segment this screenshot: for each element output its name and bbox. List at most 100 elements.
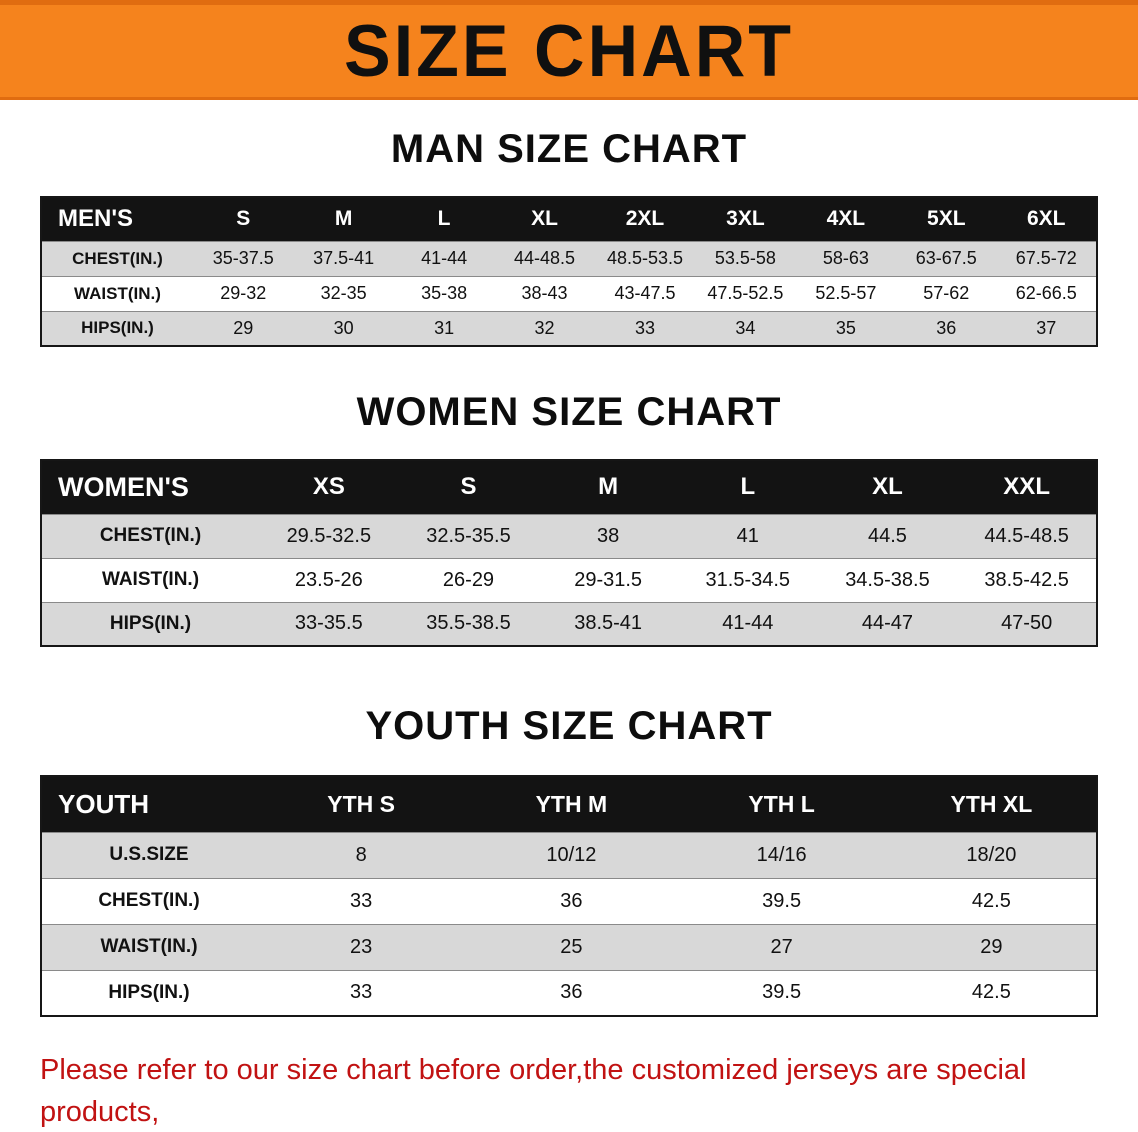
- size-value-cell: 23: [256, 923, 467, 970]
- size-value-cell: 29: [886, 923, 1097, 970]
- measurement-label: WAIST(IN.): [41, 557, 259, 602]
- size-column-header: L: [677, 460, 818, 514]
- measurement-label: CHEST(IN.): [41, 877, 256, 924]
- size-column-header: M: [293, 197, 394, 241]
- size-value-cell: 47.5-52.5: [695, 275, 796, 311]
- size-value-cell: 26-29: [398, 557, 539, 602]
- size-value-cell: 34.5-38.5: [817, 557, 958, 602]
- page-title: SIZE CHART: [344, 10, 794, 92]
- size-value-cell: 18/20: [886, 831, 1097, 878]
- size-value-cell: 42.5: [886, 969, 1097, 1016]
- size-column-header: XS: [259, 460, 399, 514]
- table-title-cell: YOUTH: [41, 776, 256, 832]
- size-value-cell: 39.5: [676, 969, 887, 1016]
- size-value-cell: 8: [256, 831, 467, 878]
- measurement-label: CHEST(IN.): [41, 513, 259, 558]
- measurement-label: U.S.SIZE: [41, 831, 256, 878]
- size-column-header: YTH XL: [886, 776, 1097, 832]
- size-column-header: YTH M: [466, 776, 677, 832]
- table-header-row: YOUTH YTH S YTH M YTH L YTH XL: [41, 776, 1097, 832]
- table-row: CHEST(IN.) 33 36 39.5 42.5: [41, 877, 1097, 924]
- size-column-header: XL: [817, 460, 958, 514]
- size-value-cell: 29.5-32.5: [259, 513, 399, 558]
- size-value-cell: 41: [677, 513, 818, 558]
- table-row: WAIST(IN.) 23 25 27 29: [41, 923, 1097, 970]
- size-value-cell: 41-44: [393, 240, 495, 276]
- size-value-cell: 33-35.5: [259, 601, 399, 646]
- size-value-cell: 53.5-58: [695, 240, 796, 276]
- size-value-cell: 34: [695, 310, 796, 346]
- table-row: WAIST(IN.) 29-32 32-35 35-38 38-43 43-47.5 47.…: [41, 275, 1097, 311]
- size-value-cell: 47-50: [957, 601, 1097, 646]
- size-value-cell: 25: [466, 923, 677, 970]
- measurement-label: CHEST(IN.): [41, 240, 193, 276]
- table-header-row: MEN'S S M L XL 2XL 3XL 4XL 5XL 6XL: [41, 197, 1097, 241]
- man-size-chart-heading: MAN SIZE CHART: [390, 127, 748, 171]
- size-value-cell: 67.5-72: [996, 240, 1097, 276]
- size-value-cell: 63-67.5: [896, 240, 997, 276]
- women-size-table: WOMEN'S XS S M L XL XXL CHEST(IN.) 29.5-32.5 32.5…: [40, 459, 1098, 647]
- size-value-cell: 31.5-34.5: [677, 557, 818, 602]
- measurement-label: HIPS(IN.): [41, 310, 193, 346]
- size-column-header: XXL: [957, 460, 1097, 514]
- size-value-cell: 57-62: [896, 275, 997, 311]
- man-size-chart-section: MAN SIZE CHART MEN'S S M L XL 2XL 3XL 4XL 5XL 6XL…: [0, 126, 1138, 347]
- size-value-cell: 43-47.5: [594, 275, 696, 311]
- size-value-cell: 41-44: [677, 601, 818, 646]
- table-row: U.S.SIZE 8 10/12 14/16 18/20: [41, 831, 1097, 878]
- size-value-cell: 31: [393, 310, 495, 346]
- youth-size-chart-section: YOUTH SIZE CHART YOUTH YTH S YTH M YTH L YTH…: [0, 703, 1138, 1017]
- size-value-cell: 33: [256, 969, 467, 1016]
- table-header-row: WOMEN'S XS S M L XL XXL: [41, 460, 1097, 514]
- size-value-cell: 44.5: [817, 513, 958, 558]
- size-value-cell: 44.5-48.5: [957, 513, 1097, 558]
- size-value-cell: 36: [466, 877, 677, 924]
- measurement-label: WAIST(IN.): [41, 923, 256, 970]
- measurement-label: HIPS(IN.): [41, 601, 259, 646]
- table-row: HIPS(IN.) 33-35.5 35.5-38.5 38.5-41 41-44 44-…: [41, 601, 1097, 646]
- table-title-cell: WOMEN'S: [41, 460, 259, 514]
- size-column-header: YTH S: [256, 776, 467, 832]
- women-size-chart-heading: WOMEN SIZE CHART: [356, 390, 782, 434]
- size-value-cell: 37.5-41: [293, 240, 394, 276]
- size-value-cell: 29-32: [193, 275, 294, 311]
- size-column-header: S: [193, 197, 294, 241]
- size-column-header: YTH L: [676, 776, 887, 832]
- measurement-label: HIPS(IN.): [41, 969, 256, 1016]
- size-value-cell: 44-48.5: [494, 240, 595, 276]
- size-value-cell: 32: [494, 310, 595, 346]
- size-column-header: XL: [494, 197, 595, 241]
- size-chart-banner: SIZE CHART: [0, 0, 1138, 100]
- size-value-cell: 23.5-26: [259, 557, 399, 602]
- size-column-header: 6XL: [996, 197, 1097, 241]
- table-row: CHEST(IN.) 29.5-32.5 32.5-35.5 38 41 44.5 44.5…: [41, 513, 1097, 558]
- size-value-cell: 35-37.5: [193, 240, 294, 276]
- size-value-cell: 38: [538, 513, 678, 558]
- table-row: HIPS(IN.) 33 36 39.5 42.5: [41, 969, 1097, 1016]
- size-value-cell: 33: [256, 877, 467, 924]
- size-value-cell: 29-31.5: [538, 557, 678, 602]
- size-value-cell: 58-63: [795, 240, 897, 276]
- size-value-cell: 38.5-42.5: [957, 557, 1097, 602]
- size-value-cell: 38-43: [494, 275, 595, 311]
- size-value-cell: 62-66.5: [996, 275, 1097, 311]
- size-column-header: 2XL: [594, 197, 696, 241]
- size-value-cell: 37: [996, 310, 1097, 346]
- size-column-header: 4XL: [795, 197, 897, 241]
- size-value-cell: 44-47: [817, 601, 958, 646]
- size-value-cell: 33: [594, 310, 696, 346]
- size-column-header: L: [393, 197, 495, 241]
- youth-size-table: YOUTH YTH S YTH M YTH L YTH XL U.S.SIZE 8 10/12…: [40, 775, 1098, 1017]
- size-column-header: 5XL: [896, 197, 997, 241]
- man-size-table: MEN'S S M L XL 2XL 3XL 4XL 5XL 6XL CHEST(IN.) 35-37…: [40, 196, 1098, 347]
- size-value-cell: 35-38: [393, 275, 495, 311]
- size-value-cell: 27: [676, 923, 887, 970]
- disclaimer-line-1: Please refer to our size chart before or…: [40, 1054, 1027, 1129]
- disclaimer-text: Please refer to our size chart before or…: [40, 1049, 1102, 1132]
- table-row: CHEST(IN.) 35-37.5 37.5-41 41-44 44-48.5 48.5…: [41, 240, 1097, 276]
- size-value-cell: 35: [795, 310, 897, 346]
- table-row: HIPS(IN.) 29 30 31 32 33 34 35 36 37: [41, 310, 1097, 346]
- size-value-cell: 14/16: [676, 831, 887, 878]
- size-value-cell: 38.5-41: [538, 601, 678, 646]
- size-value-cell: 10/12: [466, 831, 677, 878]
